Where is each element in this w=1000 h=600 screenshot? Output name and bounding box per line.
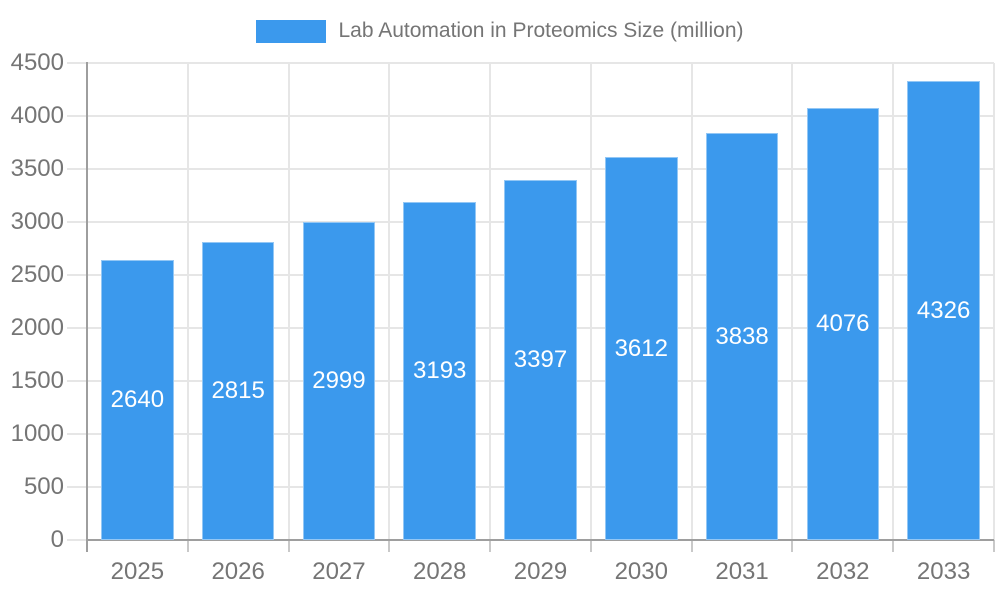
x-tick: [892, 540, 895, 552]
bar-2031[interactable]: 3838: [705, 133, 779, 540]
y-tick: [67, 380, 87, 382]
bar-2033[interactable]: 4326: [907, 81, 980, 540]
y-tick: [67, 486, 87, 488]
x-axis-line: [87, 539, 994, 541]
x-axis-label: 2031: [715, 558, 769, 585]
bar-2032[interactable]: 4076: [806, 107, 880, 540]
y-tick: [67, 274, 87, 276]
y-tick-label: 1000: [10, 420, 64, 447]
bar-2026[interactable]: 2815: [201, 241, 275, 540]
x-gridline: [690, 63, 693, 540]
bar-2028[interactable]: 3193: [403, 201, 476, 540]
x-tick: [388, 540, 391, 552]
y-tick-label: 2500: [10, 261, 64, 288]
y-gridline: [87, 115, 994, 117]
x-tick: [690, 540, 693, 552]
bar-value-label: 3193: [413, 356, 467, 384]
bar-value-label: 3612: [614, 334, 668, 362]
x-axis-label: 2027: [312, 558, 366, 585]
y-tick: [67, 115, 87, 117]
y-axis-line: [86, 62, 88, 552]
x-gridline: [791, 63, 794, 540]
bar-value-label: 4076: [816, 309, 870, 337]
bar-value-label: 3397: [513, 345, 568, 373]
x-gridline: [186, 63, 189, 540]
x-gridline: [892, 63, 895, 540]
y-tick: [67, 168, 87, 170]
bar-value-label: 2999: [312, 367, 366, 395]
y-tick: [67, 327, 87, 329]
bar-2027[interactable]: 2999: [302, 222, 376, 540]
y-tick: [67, 221, 87, 223]
y-tick-label: 3000: [10, 208, 64, 235]
x-axis-label: 2026: [211, 558, 265, 585]
legend[interactable]: Lab Automation in Proteomics Size (milli…: [0, 17, 1000, 45]
x-gridline: [489, 63, 492, 540]
bar-value-label: 2640: [110, 386, 165, 414]
y-tick-label: 3500: [10, 155, 64, 182]
x-gridline: [993, 63, 995, 540]
x-tick: [489, 540, 492, 552]
y-tick-label: 1500: [10, 367, 64, 394]
x-tick: [589, 540, 592, 552]
x-axis-label: 2032: [816, 558, 870, 585]
x-axis-label: 2029: [513, 558, 568, 585]
x-tick: [791, 540, 794, 552]
legend-swatch-icon: [256, 19, 327, 43]
bar-value-label: 4326: [916, 296, 971, 324]
x-axis-label: 2030: [614, 558, 668, 585]
y-tick: [67, 433, 87, 435]
x-tick: [287, 540, 290, 552]
x-tick: [993, 540, 995, 552]
y-tick: [67, 539, 87, 541]
bar-2030[interactable]: 3612: [604, 157, 678, 540]
y-gridline: [87, 168, 994, 170]
legend-label: Lab Automation in Proteomics Size (milli…: [338, 19, 744, 42]
x-gridline: [388, 63, 391, 540]
bar-2029[interactable]: 3397: [504, 179, 577, 540]
bar-2025[interactable]: 2640: [101, 260, 174, 540]
y-gridline: [87, 62, 994, 64]
x-tick: [186, 540, 189, 552]
bar-value-label: 2815: [211, 376, 265, 404]
y-tick-label: 0: [50, 526, 64, 553]
x-axis-label: 2028: [413, 558, 467, 585]
y-tick: [67, 62, 87, 64]
x-axis-label: 2025: [110, 558, 165, 585]
y-tick-label: 2000: [10, 314, 64, 341]
x-gridline: [589, 63, 592, 540]
y-tick-label: 4000: [10, 102, 64, 129]
bar-value-label: 3838: [715, 322, 769, 350]
x-axis-label: 2033: [916, 558, 971, 585]
y-tick-label: 4500: [10, 49, 64, 76]
x-gridline: [287, 63, 290, 540]
y-tick-label: 500: [23, 473, 64, 500]
